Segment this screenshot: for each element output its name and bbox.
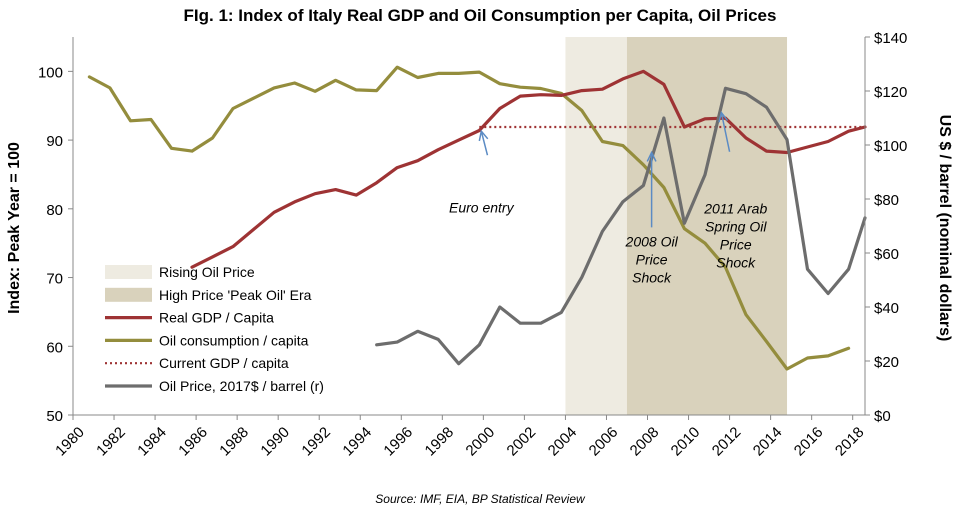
y2-tick-label: $20 bbox=[874, 354, 899, 371]
annotation-line: Euro entry bbox=[449, 199, 515, 215]
y2-tick-label: $140 bbox=[874, 30, 907, 47]
x-tick-label: 1990 bbox=[257, 424, 293, 460]
shaded-regions bbox=[565, 37, 788, 415]
x-tick-label: 1994 bbox=[339, 424, 375, 460]
annotation-text-arab2011: 2011 Arab Spring Oil Price Shock bbox=[703, 201, 767, 271]
annotation-arrow-arab2011 bbox=[720, 112, 731, 152]
x-tick-label: 1988 bbox=[216, 424, 252, 460]
annotation-text-shock2008: 2008 Oil Price Shock bbox=[625, 234, 679, 286]
x-tick-label: 2000 bbox=[463, 424, 499, 460]
annotation-line: Shock bbox=[632, 270, 672, 286]
legend: Rising Oil Price High Price 'Peak Oil' Er… bbox=[105, 264, 324, 394]
series-line-2 bbox=[87, 65, 851, 371]
y2-tick-label: $0 bbox=[874, 408, 891, 425]
chart-source: Source: IMF, EIA, BP Statistical Review bbox=[375, 492, 586, 506]
x-tick-label: 1980 bbox=[52, 424, 88, 460]
legend-label: Real GDP / Capita bbox=[159, 310, 274, 326]
y-axis-label: Index: Peak Year = 100 bbox=[6, 142, 23, 314]
series-line-1 bbox=[190, 69, 867, 269]
annotation-text-euro: Euro entry bbox=[449, 199, 515, 215]
legend-swatch bbox=[105, 287, 152, 302]
x-tick-label: 2006 bbox=[586, 424, 622, 460]
annotation-arrowhead-euro bbox=[478, 129, 489, 142]
legend-label: Rising Oil Price bbox=[159, 264, 255, 280]
legend-label: Current GDP / capita bbox=[159, 355, 289, 371]
y2-tick-label: $60 bbox=[874, 246, 899, 263]
annotation-arrowhead-shock2008 bbox=[646, 150, 657, 162]
x-tick-label: 2014 bbox=[750, 424, 786, 460]
x-tick-label: 2008 bbox=[627, 424, 663, 460]
y-tick-label: 60 bbox=[46, 339, 63, 356]
annotation-line: Spring Oil bbox=[705, 219, 767, 235]
legend-label: High Price 'Peak Oil' Era bbox=[159, 287, 312, 303]
x-tick-label: 2012 bbox=[709, 424, 745, 460]
legend-swatch bbox=[105, 265, 152, 279]
y2-tick-label: $100 bbox=[874, 138, 907, 155]
y2-tick-label: $40 bbox=[874, 300, 899, 317]
annotations: Euro entry 2008 Oil Price Shock 2011 Arab Spr… bbox=[449, 110, 767, 286]
annotation-line: 2011 Arab bbox=[703, 201, 767, 217]
y-tick-label: 100 bbox=[38, 64, 63, 81]
x-tick-label: 2004 bbox=[545, 424, 581, 460]
x-tick-label: 2002 bbox=[504, 424, 540, 460]
x-tick-label: 1984 bbox=[134, 424, 170, 460]
y2-tick-label: $80 bbox=[874, 192, 899, 209]
x-tick-label: 1982 bbox=[93, 424, 129, 460]
annotation-arrow-euro bbox=[480, 130, 489, 156]
y2-tick-label: $120 bbox=[874, 84, 907, 101]
annotation-line: Price bbox=[720, 237, 752, 253]
annotation-line: 2008 Oil bbox=[625, 234, 679, 250]
shaded-region-1 bbox=[565, 37, 627, 415]
y-tick-label: 90 bbox=[46, 133, 63, 150]
x-tick-label: 1992 bbox=[298, 424, 334, 460]
chart-title: FIg. 1: Index of Italy Real GDP and Oil … bbox=[184, 6, 777, 25]
x-tick-label: 1986 bbox=[175, 424, 211, 460]
annotation-line: Price bbox=[636, 252, 668, 268]
x-tick-label: 1998 bbox=[422, 424, 458, 460]
x-tick-label: 1996 bbox=[380, 424, 416, 460]
series-layer bbox=[87, 65, 867, 371]
annotation-line: Shock bbox=[716, 255, 756, 271]
legend-label: Oil Price, 2017$ / barrel (r) bbox=[159, 378, 324, 394]
annotation-arrowhead-arab2011 bbox=[718, 110, 729, 123]
x-tick-label: 2018 bbox=[832, 424, 868, 460]
y-tick-label: 50 bbox=[46, 408, 63, 425]
shaded-region-2 bbox=[626, 37, 788, 415]
x-tick-label: 2010 bbox=[668, 424, 704, 460]
y-tick-label: 70 bbox=[46, 271, 63, 288]
series-line-4 bbox=[375, 86, 867, 366]
y-tick-label: 80 bbox=[46, 202, 63, 219]
legend-label: Oil consumption / capita bbox=[159, 332, 309, 348]
x-tick-label: 2016 bbox=[791, 424, 827, 460]
y2-axis-label: US $ / barrel (nominal dollars) bbox=[936, 115, 953, 342]
